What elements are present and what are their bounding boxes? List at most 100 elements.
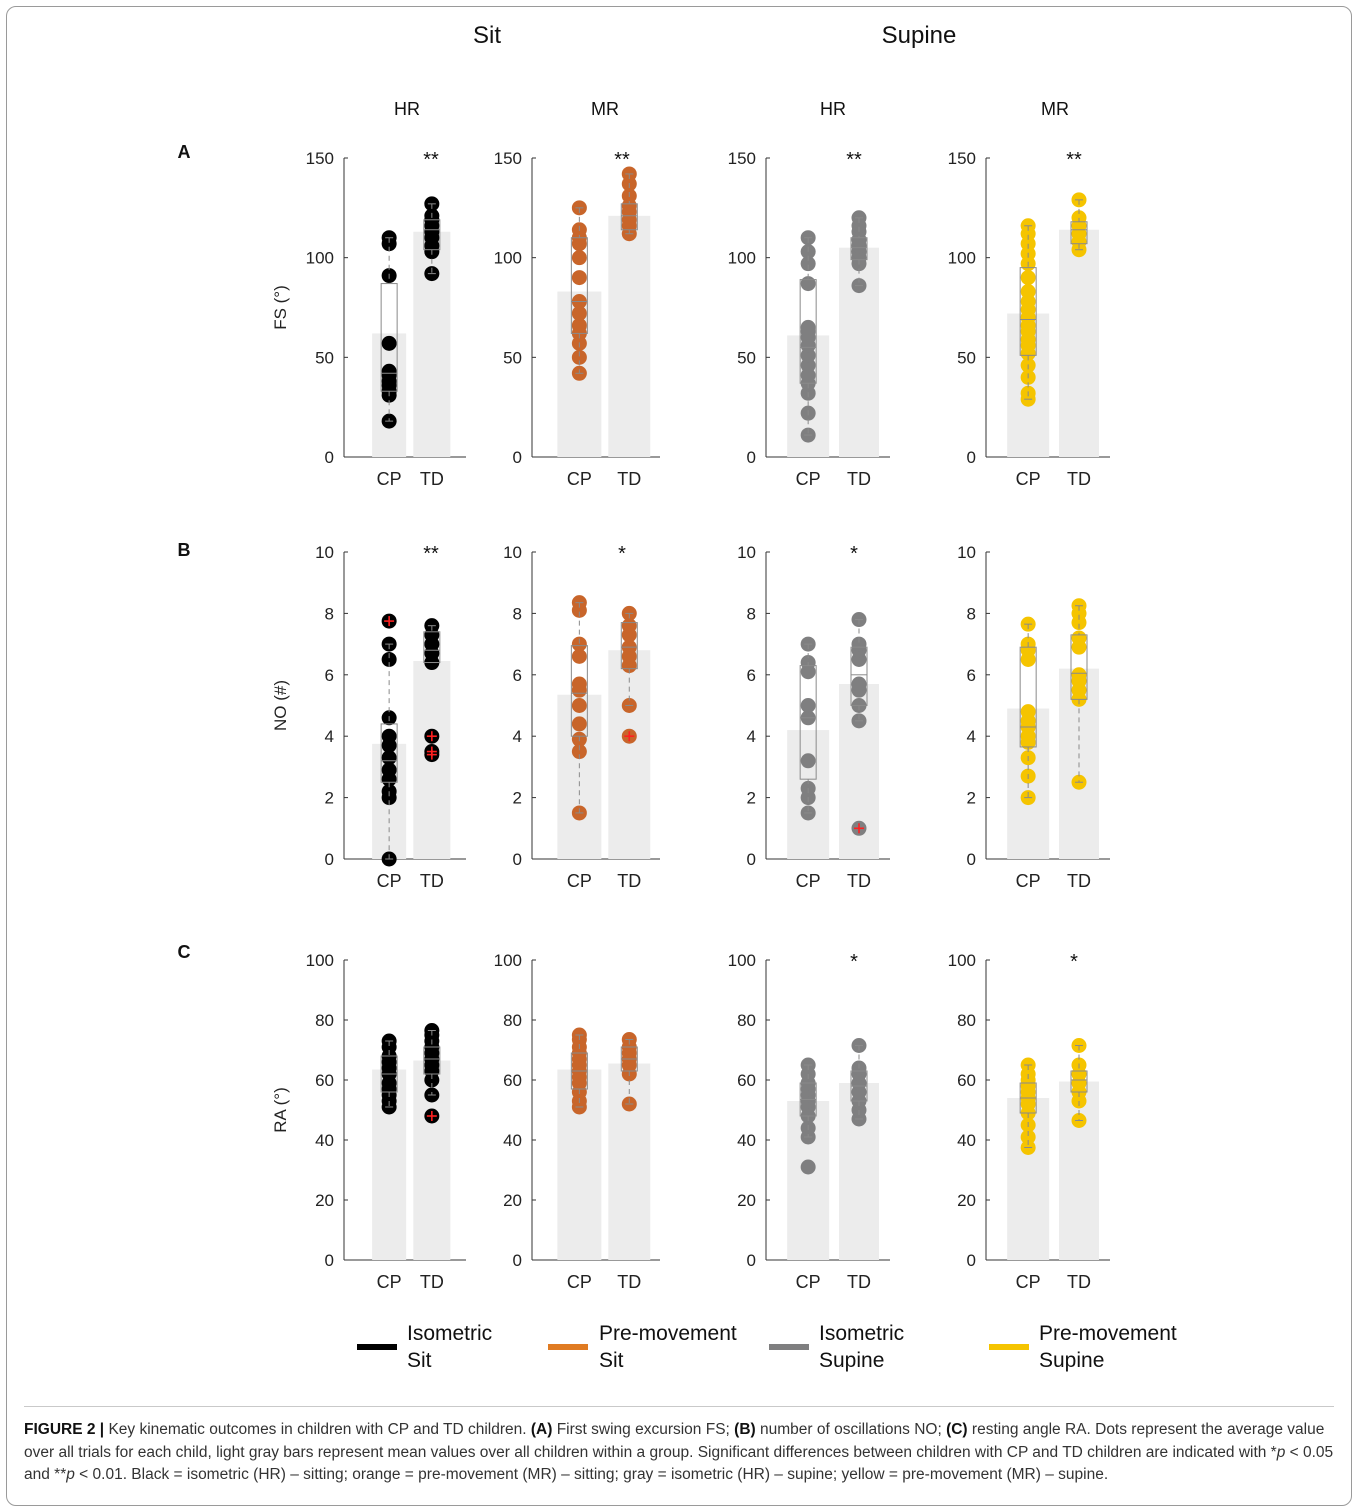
- iqr-box: [423, 1046, 441, 1075]
- data-point: [1071, 667, 1087, 683]
- iqr-box: [620, 203, 638, 231]
- caption-panel-c-label: (C): [946, 1421, 968, 1438]
- significance-marker: **: [423, 543, 439, 565]
- caption-text: First swing excursion FS;: [552, 1421, 735, 1438]
- y-tick-label: 0: [967, 1251, 976, 1270]
- data-point: [381, 750, 397, 766]
- column-header-sit: Sit: [473, 22, 501, 49]
- y-tick-label: 150: [728, 149, 756, 168]
- panel-title-sit-hr: HR: [394, 99, 420, 119]
- x-tick-label: CP: [1016, 469, 1041, 489]
- caption-label: FIGURE 2 |: [24, 1421, 105, 1438]
- chart-panel-c-3: 0 20 40 60 80 100 * CP TD: [728, 951, 890, 1292]
- significance-marker: **: [614, 149, 630, 171]
- y-tick-label: 100: [306, 951, 334, 970]
- y-tick-label: 60: [957, 1071, 976, 1090]
- legend-item-isometric-sit: Isometric Sit: [357, 1322, 492, 1372]
- significance-marker: *: [850, 951, 858, 973]
- caption-text: resting angle RA. Dots represent the ave…: [24, 1421, 1325, 1461]
- y-tick-label: 4: [325, 727, 334, 746]
- iqr-box: [799, 665, 817, 780]
- x-tick-label: TD: [847, 1272, 871, 1292]
- chart-panel-a-3: 0 50 100 150 ** CP TD: [728, 149, 890, 489]
- y-axis-label: RA (°): [271, 1087, 290, 1133]
- legend-label-line2: Sit: [599, 1349, 624, 1372]
- y-tick-label: 100: [948, 249, 976, 268]
- x-tick-label: CP: [567, 469, 592, 489]
- x-tick-label: TD: [420, 1272, 444, 1292]
- iqr-box: [1019, 267, 1037, 356]
- chart-panel-b-2: 0 2 4 6 8 10 * CP TD: [503, 543, 660, 891]
- y-tick-label: 4: [513, 727, 522, 746]
- iqr-box: [799, 279, 817, 384]
- legend-item-premovement-sit: Pre-movement Sit: [548, 1322, 737, 1372]
- row-label-b: B: [178, 540, 191, 560]
- panel-titles: HR MR HR MR: [394, 99, 1069, 119]
- y-tick-label: 0: [325, 850, 334, 869]
- y-tick-label: 20: [957, 1191, 976, 1210]
- significance-marker: **: [846, 149, 862, 171]
- data-point: [571, 676, 587, 692]
- legend-label-line1: Pre-movement: [599, 1322, 737, 1345]
- x-tick-label: TD: [420, 871, 444, 891]
- y-tick-label: 0: [513, 448, 522, 467]
- x-tick-label: CP: [567, 1272, 592, 1292]
- y-tick-label: 40: [957, 1131, 976, 1150]
- iqr-box: [1070, 221, 1088, 245]
- y-tick-label: 10: [503, 543, 522, 562]
- caption-p-symbol: p: [1276, 1443, 1286, 1461]
- data-point: [800, 256, 816, 272]
- mean-bar: [608, 215, 651, 457]
- iqr-box: [1070, 634, 1088, 700]
- legend-swatch-isometric-supine: [769, 1344, 809, 1350]
- y-tick-label: 60: [315, 1071, 334, 1090]
- y-tick-label: 4: [747, 727, 756, 746]
- y-tick-label: 60: [737, 1071, 756, 1090]
- legend-label-line1: Pre-movement: [1039, 1322, 1177, 1345]
- x-tick-label: CP: [1016, 871, 1041, 891]
- y-tick-label: 150: [948, 149, 976, 168]
- data-point: [571, 698, 587, 713]
- chart-panel-a-4: 0 50 100 150 ** CP TD: [948, 149, 1110, 489]
- x-tick-label: CP: [1016, 1272, 1041, 1292]
- significance-marker: *: [618, 543, 626, 565]
- x-tick-label: TD: [617, 1272, 641, 1292]
- data-point: [381, 363, 397, 379]
- x-tick-label: CP: [796, 1272, 821, 1292]
- panel-title-supine-mr: MR: [1041, 99, 1069, 119]
- x-tick-label: CP: [377, 871, 402, 891]
- y-tick-label: 100: [728, 249, 756, 268]
- mean-bar: [608, 650, 651, 859]
- y-axis-label: NO (#): [271, 680, 290, 731]
- x-tick-label: TD: [1067, 1272, 1091, 1292]
- data-point: [571, 317, 587, 333]
- legend-item-isometric-supine: Isometric Supine: [769, 1322, 904, 1372]
- chart-panel-c-4: 0 20 40 60 80 100 * CP TD: [948, 951, 1110, 1292]
- chart-panel-a-2: 0 50 100 150 ** CP TD: [494, 149, 660, 489]
- iqr-box: [570, 645, 588, 737]
- iqr-box: [423, 219, 441, 251]
- legend-swatch-premovement-sit: [548, 1344, 588, 1350]
- y-tick-label: 6: [325, 666, 334, 685]
- panel-title-supine-hr: HR: [820, 99, 846, 119]
- chart-panel-b-1: 0 2 4 6 8 10 NO (#) ** CP TD: [271, 543, 466, 891]
- y-tick-label: 6: [747, 666, 756, 685]
- y-tick-label: 50: [503, 348, 522, 367]
- caption-panel-a-label: (A): [530, 1421, 553, 1438]
- y-tick-label: 100: [728, 951, 756, 970]
- x-tick-label: CP: [377, 469, 402, 489]
- y-tick-label: 0: [747, 448, 756, 467]
- y-tick-label: 0: [967, 448, 976, 467]
- y-tick-label: 50: [957, 348, 976, 367]
- significance-marker: **: [1066, 149, 1082, 171]
- y-tick-label: 10: [737, 543, 756, 562]
- row-labels: A B C: [178, 142, 191, 962]
- y-tick-label: 20: [503, 1191, 522, 1210]
- x-tick-label: TD: [1067, 871, 1091, 891]
- y-tick-label: 4: [967, 727, 976, 746]
- caption-text: < 0.05 and **: [24, 1443, 1334, 1484]
- data-point: [571, 250, 587, 266]
- chart-panel-a-1: 0 50 100 150 FS (°) ** CP TD: [271, 149, 466, 489]
- data-point: [800, 698, 816, 713]
